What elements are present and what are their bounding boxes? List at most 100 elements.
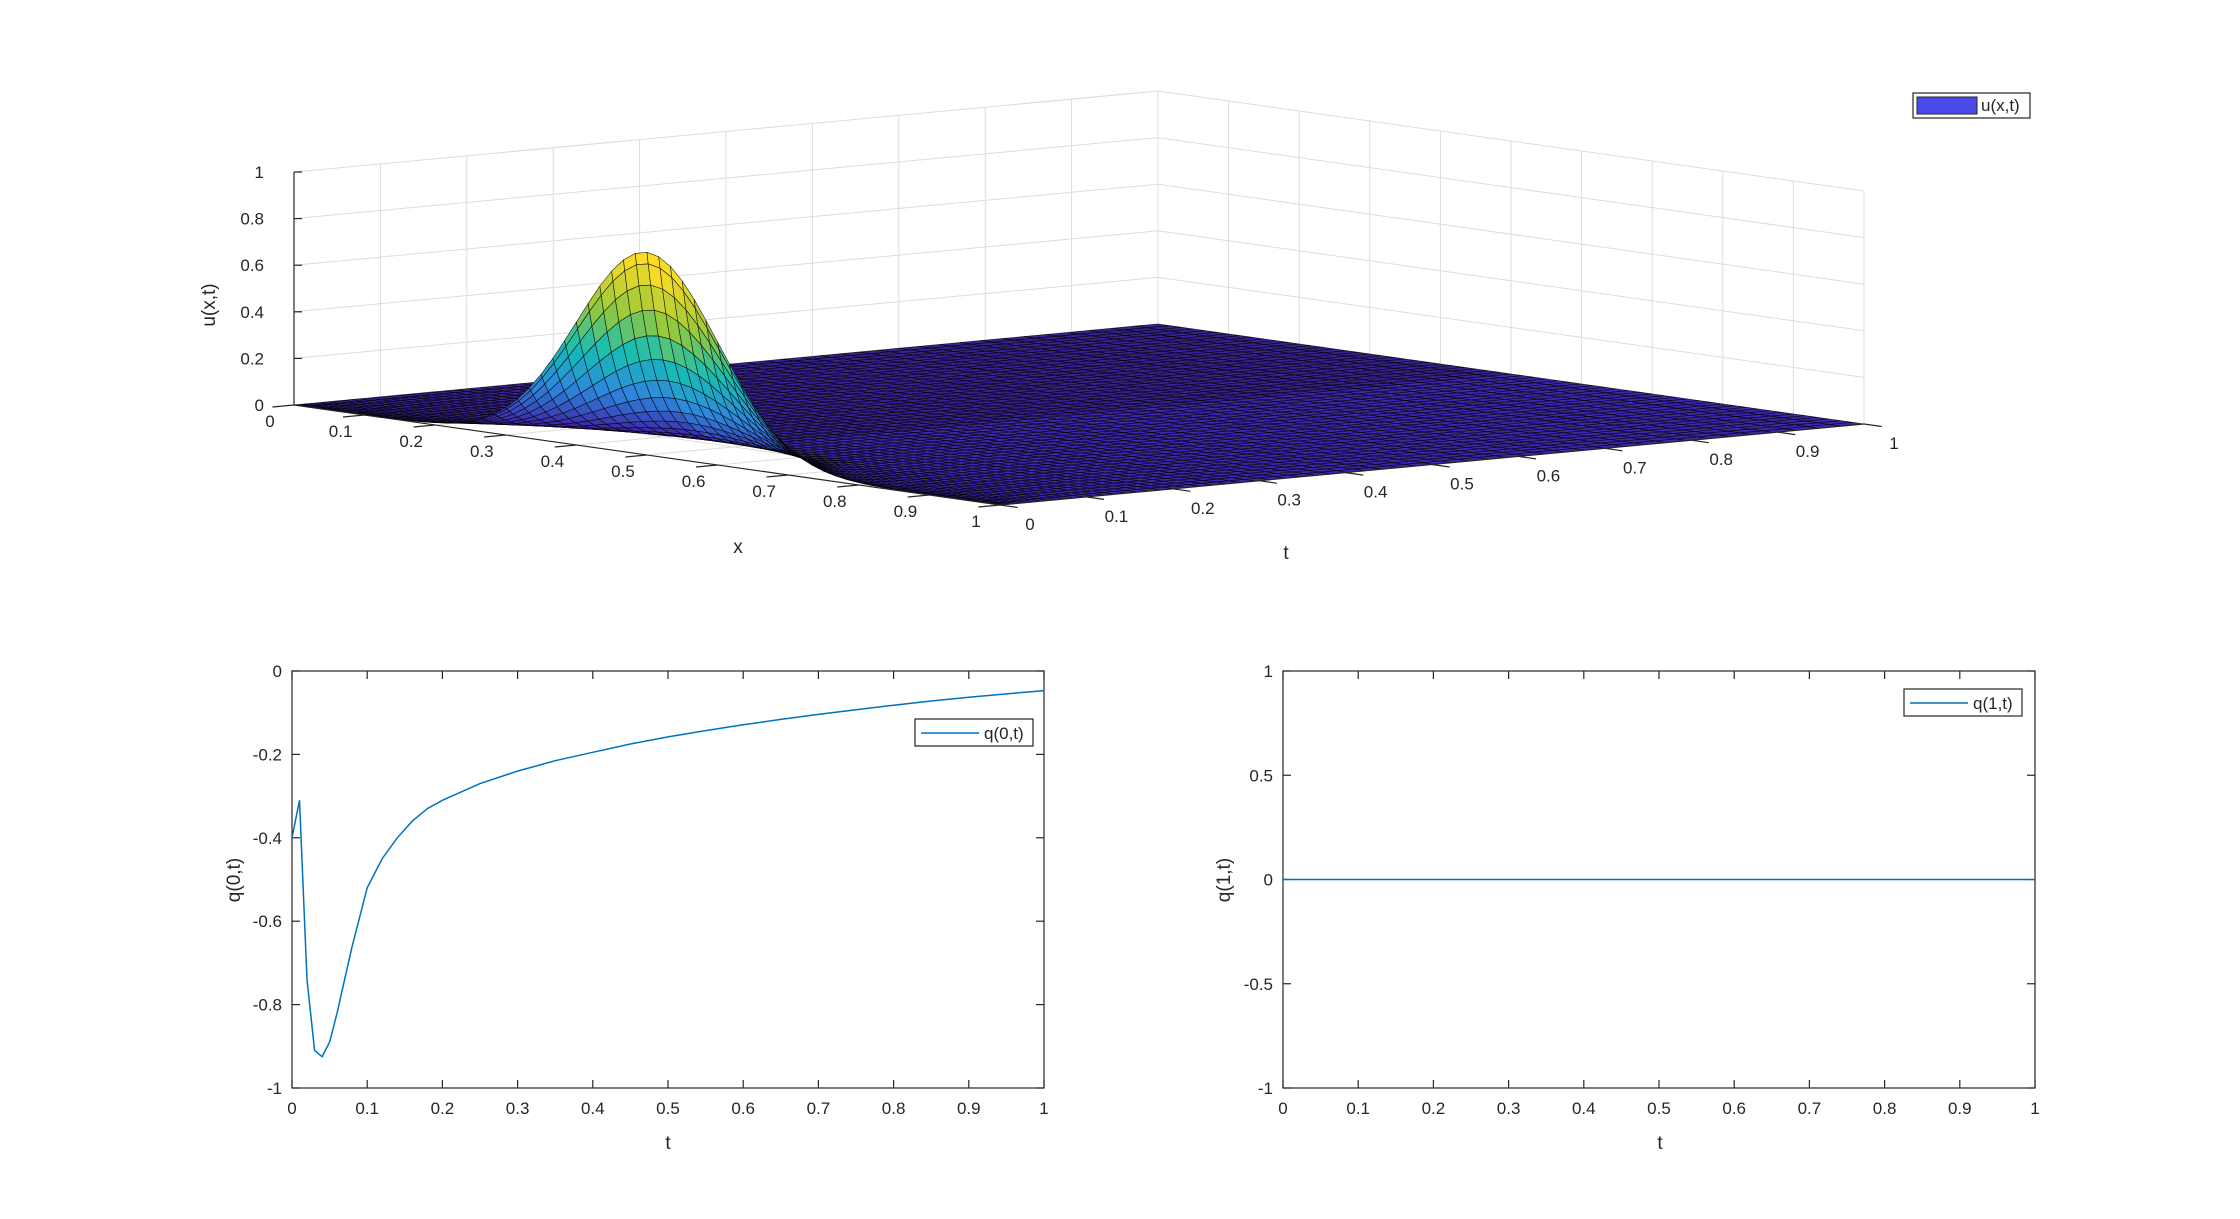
- t-tick: [1777, 431, 1796, 436]
- legend-label: u(x,t): [1981, 96, 2020, 115]
- z-axis-label: u(x,t): [199, 283, 220, 326]
- t-tick-label: 0: [1025, 515, 1034, 534]
- x-tick: [484, 434, 506, 438]
- q0-y-tick-label: -0.4: [253, 829, 282, 848]
- q1-legend: q(1,t): [1903, 688, 2023, 717]
- z-tick-label: 0.2: [240, 349, 264, 368]
- q0-x-tick-label: 0.5: [656, 1099, 680, 1118]
- t-tick-label: 0.9: [1796, 442, 1820, 461]
- surface-legend: u(x,t): [1912, 92, 2031, 119]
- q1-ticks: 0 0.1 0.2 0.3 0.4 0.5 0.6 0.7 0.8 0.9 1 1 0.5 0 -0.5 -1: [1244, 662, 2040, 1118]
- x-tick-label: 1: [971, 512, 980, 531]
- x-tick-label: 0.8: [823, 492, 847, 511]
- x-tick: [625, 454, 648, 458]
- q0-x-tick-label: 0.9: [957, 1099, 981, 1118]
- x-tick-label: 0.3: [470, 442, 494, 461]
- t-tick-label: 0.4: [1364, 483, 1388, 502]
- z-tick-label: 0: [255, 396, 264, 415]
- t-axis-label: t: [1283, 543, 1289, 564]
- q1-y-tick-label: -0.5: [1244, 975, 1273, 994]
- q0-y-label: q(0,t): [224, 858, 245, 902]
- t-tick: [1691, 439, 1709, 444]
- q1-y-tick-label: 0.5: [1249, 766, 1273, 785]
- t-tick: [1518, 455, 1537, 460]
- x-tick: [695, 464, 718, 468]
- q0-ticks: 0 0.1 0.2 0.3 0.4 0.5 0.6 0.7 0.8 0.9 1 0 -0.2 -0.4 -0…: [253, 662, 1049, 1118]
- q1-plot: 0 0.1 0.2 0.3 0.4 0.5 0.6 0.7 0.8 0.9 1 1 0.5 0 -0.5 -1…: [1214, 662, 2040, 1154]
- t-tick: [1345, 472, 1364, 476]
- x-axis-label: x: [733, 537, 743, 558]
- wall-grid-z: [293, 90, 1865, 192]
- x-tick-label: 0: [265, 412, 274, 431]
- q0-x-tick-label: 0: [287, 1099, 296, 1118]
- surface-patch: [634, 251, 649, 266]
- q1-x-label: t: [1657, 1133, 1663, 1154]
- t-tick: [1172, 488, 1191, 492]
- surface-plot: 0 0.1 0.2 0.3 0.4 0.5 0.6 0.7 0.8 0.9 1 0 0.1 0.2 0.3 0…: [199, 90, 2031, 564]
- q1-x-tick-label: 0.9: [1948, 1099, 1972, 1118]
- q1-x-tick-label: 0.3: [1497, 1099, 1521, 1118]
- q0-legend-label: q(0,t): [984, 724, 1024, 743]
- q1-x-tick-label: 0.6: [1722, 1099, 1746, 1118]
- q0-x-tick-label: 0.7: [807, 1099, 831, 1118]
- q0-legend: q(0,t): [914, 718, 1034, 747]
- q0-x-tick-label: 0.2: [431, 1099, 455, 1118]
- x-tick: [907, 494, 930, 498]
- surface-axes: 0 0.1 0.2 0.3 0.4 0.5 0.6 0.7 0.8 0.9 1 0 0.1 0.2 0.3 0…: [240, 163, 1898, 534]
- t-tick-label: 0.2: [1191, 499, 1215, 518]
- q1-x-tick-label: 1: [2030, 1099, 2039, 1118]
- x-tick-label: 0.2: [399, 432, 423, 451]
- q0-y-tick-label: -0.6: [253, 912, 282, 931]
- z-tick-label: 0.4: [240, 303, 264, 322]
- q1-x-tick-label: 0: [1278, 1099, 1287, 1118]
- q0-x-tick-label: 0.3: [506, 1099, 530, 1118]
- x-tick-label: 0.6: [682, 472, 706, 491]
- q1-x-tick-label: 0.4: [1572, 1099, 1596, 1118]
- q0-x-tick-label: 0.1: [355, 1099, 379, 1118]
- t-tick: [1604, 447, 1623, 452]
- x-tick: [837, 484, 859, 488]
- q1-y-label: q(1,t): [1214, 858, 1235, 902]
- t-tick: [1863, 423, 1882, 428]
- x-tick: [272, 404, 295, 408]
- z-tick-label: 1: [255, 163, 264, 182]
- x-tick-label: 0.9: [894, 502, 918, 521]
- q0-series-line: [291, 689, 1045, 1058]
- q0-x-tick-label: 1: [1039, 1099, 1048, 1118]
- x-tick-label: 0.7: [752, 482, 776, 501]
- t-tick-label: 0.8: [1709, 450, 1733, 469]
- z-tick-label: 0.8: [240, 210, 264, 229]
- t-tick-label: 0.6: [1537, 466, 1561, 485]
- x-tick-label: 0.1: [329, 422, 353, 441]
- q1-x-tick-label: 0.1: [1346, 1099, 1370, 1118]
- legend-patch: [1916, 96, 1978, 115]
- wall-grid-z: [293, 183, 1865, 285]
- q1-y-tick-label: -1: [1258, 1079, 1273, 1098]
- t-tick-label: 0.5: [1450, 475, 1474, 494]
- q1-x-tick-label: 0.8: [1873, 1099, 1897, 1118]
- q0-y-tick-label: 0: [273, 662, 282, 681]
- x-tick-label: 0.5: [611, 462, 635, 481]
- q0-y-tick-label: -0.2: [253, 745, 282, 764]
- x-tick-label: 0.4: [541, 452, 565, 471]
- q1-x-tick-label: 0.2: [1422, 1099, 1446, 1118]
- q0-plot: 0 0.1 0.2 0.3 0.4 0.5 0.6 0.7 0.8 0.9 1 0 -0.2 -0.4 -0…: [224, 662, 1049, 1154]
- wall-grid-z: [293, 230, 1865, 332]
- x-tick: [766, 474, 789, 478]
- q0-y-tick-label: -1: [267, 1079, 282, 1098]
- q1-y-tick-label: 1: [1264, 662, 1273, 681]
- t-tick: [1431, 463, 1450, 468]
- q1-x-tick-label: 0.5: [1647, 1099, 1671, 1118]
- t-tick-label: 1: [1889, 434, 1898, 453]
- q1-x-tick-label: 0.7: [1798, 1099, 1822, 1118]
- t-tick-label: 0.3: [1277, 491, 1301, 510]
- t-tick: [1259, 480, 1277, 484]
- wall-grid-z: [293, 137, 1865, 239]
- t-tick: [1086, 496, 1105, 500]
- z-tick-label: 0.6: [240, 256, 264, 275]
- q0-y-tick-label: -0.8: [253, 996, 282, 1015]
- x-tick: [413, 424, 436, 428]
- q0-x-tick-label: 0.4: [581, 1099, 605, 1118]
- t-tick: [999, 504, 1018, 509]
